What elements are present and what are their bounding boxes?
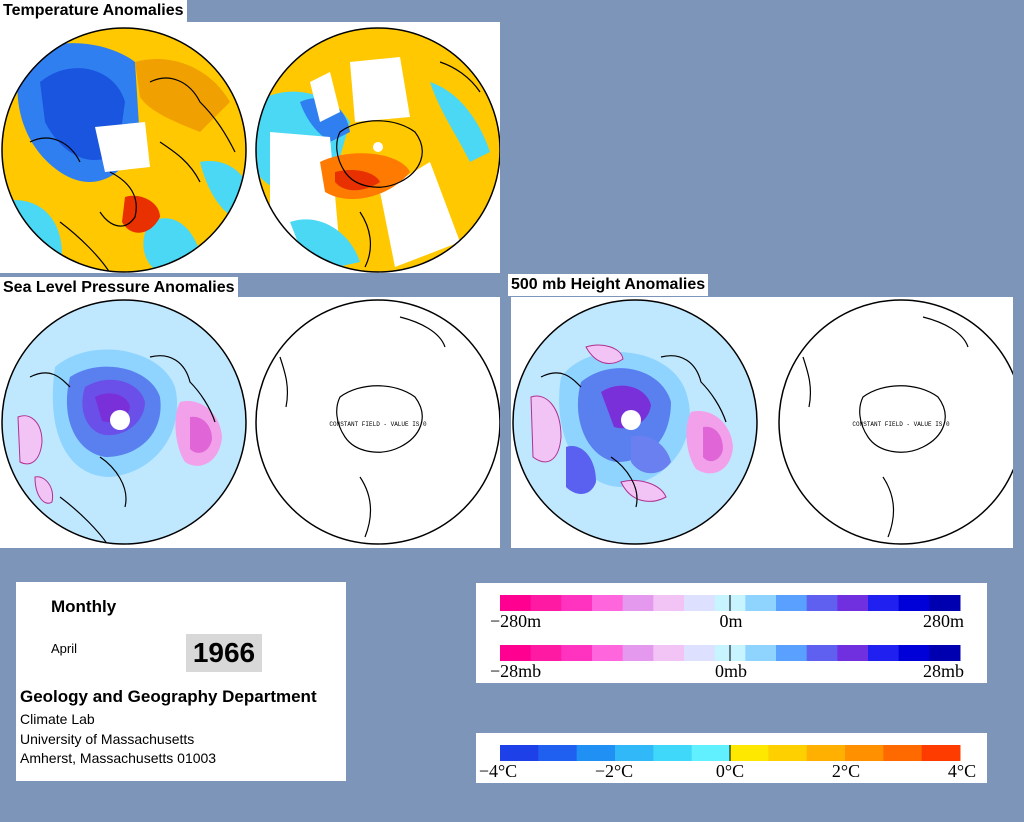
height500-south-map (779, 300, 1013, 544)
slp-colorbar-swatch (806, 645, 838, 661)
temp-legend-label-1: −2°C (595, 761, 633, 781)
height500-panel: CONSTANT FIELD - VALUE IS 0 (511, 297, 1013, 548)
slp-constant-field-note: CONSTANT FIELD - VALUE IS 0 (329, 421, 427, 428)
temperature-maps (1, 27, 500, 273)
info-box: Monthly April 1966 Geology and Geography… (16, 582, 346, 781)
temperature-colorbar-swatch (653, 745, 693, 761)
slp-north-map (2, 300, 246, 544)
temperature-colorbar-swatch (500, 745, 539, 761)
slp-legend-min: −28mb (490, 661, 541, 681)
slp-colorbar-swatch (898, 645, 930, 661)
temp-legend-label-3: 2°C (832, 761, 860, 781)
temperature-colorbar (500, 745, 961, 761)
temp-legend-label-4: 4°C (948, 761, 976, 781)
temp-legend-label-0: −4°C (479, 761, 517, 781)
address-label: Amherst, Massachusetts 01003 (20, 750, 217, 766)
height-colorbar-swatch (530, 595, 562, 611)
slp-legend-mid: 0mb (715, 661, 747, 681)
anomaly-legend-svg: −280m 0m 280m −28mb 0mb 28mb (490, 595, 964, 681)
height-colorbar-swatch (837, 595, 869, 611)
height-colorbar (500, 595, 961, 611)
height-legend-mid: 0m (719, 611, 742, 631)
temperature-panel (0, 22, 500, 273)
height-colorbar-swatch (776, 595, 808, 611)
height-colorbar-swatch (684, 595, 716, 611)
temperature-colorbar-swatch (883, 745, 923, 761)
temperature-colorbar-swatch (845, 745, 884, 761)
slp-maps: CONSTANT FIELD - VALUE IS 0 (1, 299, 500, 545)
slp-legend-max: 28mb (923, 661, 964, 681)
temperature-legend-svg: −4°C −2°C 0°C 2°C 4°C (479, 745, 976, 781)
height-colorbar-swatch (745, 595, 777, 611)
temperature-title: Temperature Anomalies (0, 0, 187, 22)
slp-colorbar-swatch (592, 645, 624, 661)
temperature-colorbar-swatch (921, 745, 961, 761)
university-label: University of Massachusetts (20, 731, 195, 747)
height-colorbar-swatch (592, 595, 624, 611)
height-colorbar-swatch (622, 595, 654, 611)
slp-south-map (256, 300, 500, 544)
height-colorbar-swatch (500, 595, 532, 611)
height-colorbar-swatch (898, 595, 930, 611)
period-label: Monthly (51, 597, 117, 616)
slp-colorbar-swatch (561, 645, 593, 661)
slp-colorbar-swatch (653, 645, 685, 661)
temperature-colorbar-swatch (691, 745, 731, 761)
height500-north-map (513, 300, 757, 544)
temperature-colorbar-swatch (768, 745, 808, 761)
slp-title: Sea Level Pressure Anomalies (0, 277, 238, 299)
height-legend-min: −280m (490, 611, 541, 631)
height500-constant-field-note: CONSTANT FIELD - VALUE IS 0 (852, 421, 950, 428)
temperature-colorbar-swatch (806, 745, 846, 761)
temperature-south-map (256, 28, 500, 272)
height-colorbar-swatch (868, 595, 900, 611)
height-colorbar-swatch (929, 595, 961, 611)
temperature-colorbar-swatch (576, 745, 616, 761)
slp-colorbar-swatch (500, 645, 532, 661)
slp-panel: CONSTANT FIELD - VALUE IS 0 (0, 297, 500, 548)
slp-colorbar-swatch (837, 645, 869, 661)
slp-colorbar-swatch (684, 645, 716, 661)
height-colorbar-swatch (653, 595, 685, 611)
temperature-legend: −4°C −2°C 0°C 2°C 4°C (476, 733, 987, 783)
temp-legend-label-2: 0°C (716, 761, 744, 781)
temperature-colorbar-swatch (615, 745, 654, 761)
year-label: 1966 (186, 634, 262, 672)
slp-colorbar-swatch (868, 645, 900, 661)
height500-title: 500 mb Height Anomalies (508, 274, 709, 296)
slp-colorbar-swatch (745, 645, 777, 661)
slp-colorbar (500, 645, 961, 661)
temperature-colorbar-swatch (538, 745, 578, 761)
department-label: Geology and Geography Department (20, 687, 317, 706)
slp-colorbar-swatch (776, 645, 808, 661)
height500-maps: CONSTANT FIELD - VALUE IS 0 (512, 299, 1013, 545)
lab-label: Climate Lab (20, 711, 95, 727)
height-colorbar-swatch (806, 595, 838, 611)
slp-colorbar-swatch (929, 645, 961, 661)
anomaly-legend: −280m 0m 280m −28mb 0mb 28mb (476, 583, 987, 683)
slp-colorbar-swatch (530, 645, 562, 661)
temperature-colorbar-swatch (730, 745, 769, 761)
slp-colorbar-swatch (622, 645, 654, 661)
height-legend-max: 280m (923, 611, 964, 631)
height-colorbar-swatch (561, 595, 593, 611)
month-label: April (51, 641, 78, 656)
